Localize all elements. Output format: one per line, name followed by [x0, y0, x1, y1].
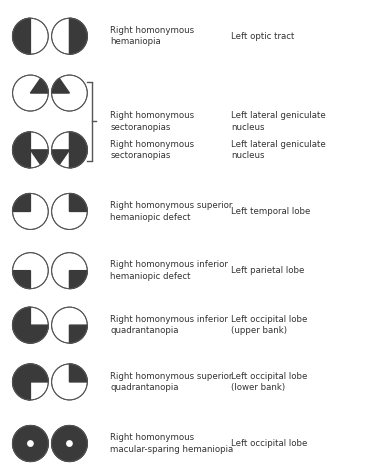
Polygon shape — [31, 364, 48, 382]
Ellipse shape — [13, 132, 48, 168]
Text: Right homonymous inferior
hemaniopic defect: Right homonymous inferior hemaniopic def… — [110, 260, 228, 281]
Polygon shape — [69, 325, 87, 343]
Ellipse shape — [13, 426, 48, 462]
Text: Left optic tract: Left optic tract — [231, 32, 294, 41]
Polygon shape — [13, 271, 31, 289]
Ellipse shape — [51, 75, 87, 111]
Polygon shape — [69, 271, 87, 289]
Polygon shape — [13, 132, 31, 168]
Text: Right homonymous inferior
quadrantanopia: Right homonymous inferior quadrantanopia — [110, 315, 228, 335]
Ellipse shape — [51, 18, 87, 54]
Ellipse shape — [13, 18, 48, 54]
Ellipse shape — [66, 440, 73, 447]
Polygon shape — [69, 18, 87, 54]
Ellipse shape — [13, 193, 48, 229]
Polygon shape — [13, 364, 31, 400]
Polygon shape — [51, 78, 69, 93]
Text: Left occipital lobe: Left occipital lobe — [231, 439, 307, 448]
Text: Left parietal lobe: Left parietal lobe — [231, 266, 304, 275]
Polygon shape — [69, 193, 87, 211]
Text: Right homonymous
sectoranopias: Right homonymous sectoranopias — [110, 111, 194, 132]
Ellipse shape — [13, 75, 48, 111]
Polygon shape — [13, 307, 31, 343]
Polygon shape — [51, 426, 87, 462]
Text: Right homonymous superior
hemaniopic defect: Right homonymous superior hemaniopic def… — [110, 201, 233, 222]
Polygon shape — [13, 193, 31, 211]
Ellipse shape — [51, 132, 87, 168]
Polygon shape — [31, 150, 48, 165]
Polygon shape — [13, 426, 48, 462]
Text: Right homonymous
macular-sparing hemaniopia: Right homonymous macular-sparing hemanio… — [110, 433, 233, 454]
Polygon shape — [13, 18, 31, 54]
Polygon shape — [31, 325, 48, 343]
Polygon shape — [69, 132, 87, 168]
Text: Right homonymous
sectoranopias: Right homonymous sectoranopias — [110, 140, 194, 160]
Ellipse shape — [51, 253, 87, 289]
Ellipse shape — [27, 440, 34, 447]
Ellipse shape — [51, 364, 87, 400]
Polygon shape — [51, 150, 69, 165]
Ellipse shape — [13, 253, 48, 289]
Text: Left lateral geniculate
nucleus: Left lateral geniculate nucleus — [231, 111, 326, 132]
Ellipse shape — [13, 307, 48, 343]
Text: Right homonymous
hemaniopia: Right homonymous hemaniopia — [110, 26, 194, 47]
Ellipse shape — [51, 426, 87, 462]
Ellipse shape — [13, 364, 48, 400]
Ellipse shape — [51, 307, 87, 343]
Ellipse shape — [51, 193, 87, 229]
Text: Left occipital lobe
(upper bank): Left occipital lobe (upper bank) — [231, 315, 307, 335]
Text: Left temporal lobe: Left temporal lobe — [231, 207, 310, 216]
Polygon shape — [69, 364, 87, 382]
Text: Right homonymous superior
quadrantanopia: Right homonymous superior quadrantanopia — [110, 372, 233, 392]
Text: Left occipital lobe
(lower bank): Left occipital lobe (lower bank) — [231, 372, 307, 392]
Text: Left lateral geniculate
nucleus: Left lateral geniculate nucleus — [231, 140, 326, 160]
Polygon shape — [31, 78, 48, 93]
